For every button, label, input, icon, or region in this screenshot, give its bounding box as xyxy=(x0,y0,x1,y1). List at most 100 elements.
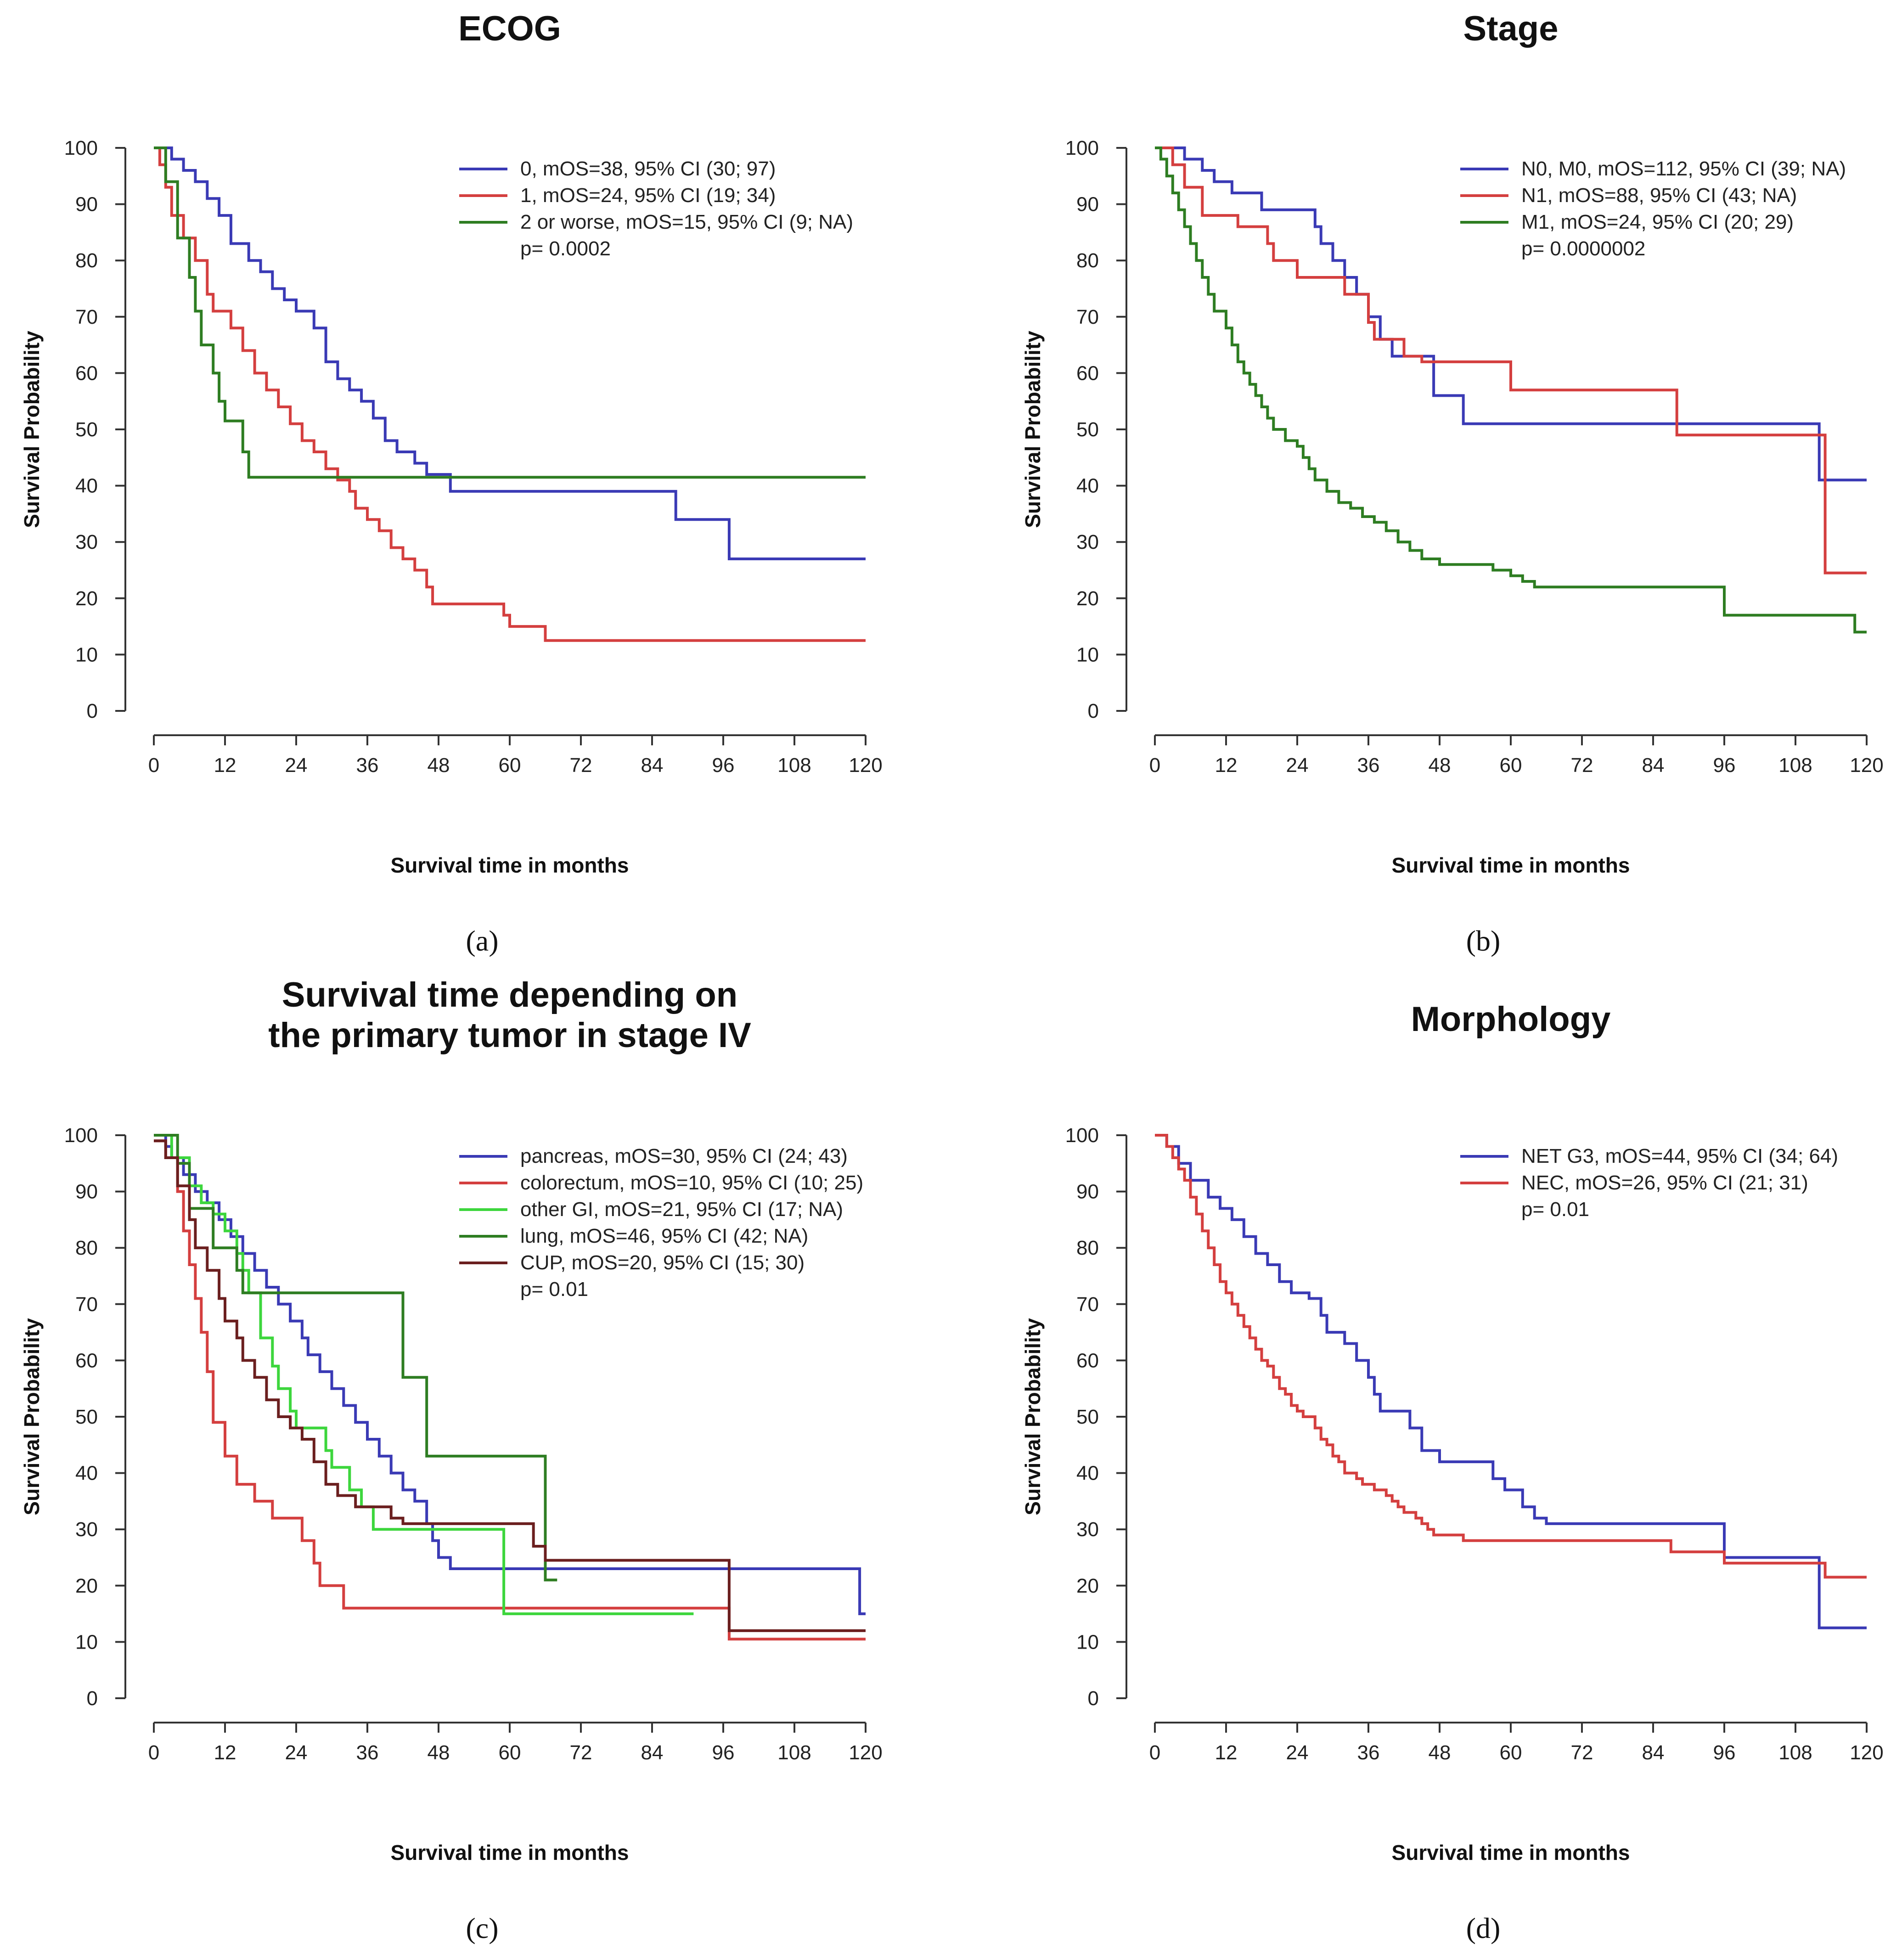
y-tick-label: 20 xyxy=(75,587,98,610)
x-tick-label: 60 xyxy=(1500,1741,1522,1764)
legend-entry-2: 1, mOS=24, 95% CI (19; 34) xyxy=(520,184,776,207)
x-tick-label: 72 xyxy=(1571,754,1593,777)
survival-curve-1 xyxy=(154,1134,866,1616)
y-tick-label: 0 xyxy=(1088,1687,1099,1710)
y-tick-label: 80 xyxy=(75,1237,98,1259)
x-tick-label: 96 xyxy=(1713,1741,1736,1764)
legend-entry-3: M1, mOS=24, 95% CI (20; 29) xyxy=(1521,211,1794,233)
x-tick-label: 60 xyxy=(499,754,521,777)
x-tick-label: 0 xyxy=(148,1741,159,1764)
y-tick-label: 100 xyxy=(64,1124,98,1147)
survival-curve-1 xyxy=(1155,1134,1867,1629)
y-tick-label: 80 xyxy=(75,249,98,272)
chart-title: ECOG xyxy=(458,9,561,48)
y-tick-label: 70 xyxy=(75,306,98,328)
x-tick-label: 84 xyxy=(1642,754,1665,777)
x-tick-label: 36 xyxy=(356,1741,379,1764)
y-tick-label: 10 xyxy=(75,1631,98,1653)
y-tick-label: 60 xyxy=(1076,1349,1099,1372)
legend-entry-3: other GI, mOS=21, 95% CI (17; NA) xyxy=(520,1198,843,1221)
x-tick-label: 108 xyxy=(1778,1741,1812,1764)
chart-title: the primary tumor in stage IV xyxy=(268,1016,751,1055)
y-tick-label: 0 xyxy=(87,1687,98,1710)
y-tick-label: 90 xyxy=(75,193,98,216)
y-tick-label: 60 xyxy=(75,362,98,384)
x-tick-label: 12 xyxy=(1215,1741,1238,1764)
survival-curve-1 xyxy=(1155,146,1867,482)
panel-label: (d) xyxy=(1466,1912,1501,1944)
legend-entry-3: 2 or worse, mOS=15, 95% CI (9; NA) xyxy=(520,211,853,233)
y-tick-label: 60 xyxy=(75,1349,98,1372)
x-tick-label: 120 xyxy=(1850,1741,1883,1764)
x-tick-label: 0 xyxy=(148,754,159,777)
x-tick-label: 24 xyxy=(1286,754,1309,777)
y-tick-label: 90 xyxy=(1076,193,1099,216)
y-tick-label: 30 xyxy=(75,531,98,553)
x-tick-label: 108 xyxy=(1778,754,1812,777)
panel-label: (c) xyxy=(466,1912,498,1944)
legend-entry-4: lung, mOS=46, 95% CI (42; NA) xyxy=(520,1225,808,1247)
y-axis-label: Survival Probability xyxy=(20,331,44,528)
x-tick-label: 72 xyxy=(1571,1741,1593,1764)
y-tick-label: 40 xyxy=(75,475,98,497)
chart-title: Morphology xyxy=(1411,1000,1611,1039)
panel-label: (b) xyxy=(1466,924,1501,957)
y-tick-label: 70 xyxy=(1076,306,1099,328)
x-tick-label: 36 xyxy=(356,754,379,777)
x-tick-label: 96 xyxy=(712,754,735,777)
x-tick-label: 96 xyxy=(712,1741,735,1764)
legend-entry-5: CUP, mOS=20, 95% CI (15; 30) xyxy=(520,1251,805,1274)
x-tick-label: 0 xyxy=(1149,1741,1160,1764)
x-tick-label: 108 xyxy=(777,754,811,777)
x-tick-label: 120 xyxy=(849,754,882,777)
x-tick-label: 84 xyxy=(641,754,664,777)
survival-curve-5 xyxy=(154,1139,866,1632)
x-tick-label: 84 xyxy=(1642,1741,1665,1764)
x-tick-label: 24 xyxy=(285,754,308,777)
x-tick-label: 96 xyxy=(1713,754,1736,777)
y-tick-label: 90 xyxy=(75,1181,98,1203)
y-tick-label: 60 xyxy=(1076,362,1099,384)
x-tick-label: 108 xyxy=(777,1741,811,1764)
x-tick-label: 36 xyxy=(1357,754,1380,777)
y-tick-label: 30 xyxy=(1076,531,1099,553)
y-tick-label: 50 xyxy=(1076,418,1099,441)
y-tick-label: 30 xyxy=(75,1518,98,1541)
x-axis-label: Survival time in months xyxy=(391,1841,629,1864)
panel-label: (a) xyxy=(466,924,498,957)
x-tick-label: 48 xyxy=(428,1741,450,1764)
y-tick-label: 10 xyxy=(1076,1631,1099,1653)
survival-curve-2 xyxy=(1155,146,1867,574)
chart-panel-1: ECOG 0 10 20 30 40 50 60 70 80 90 100 0 12 24 36 48 60 72 8… xyxy=(20,9,883,957)
legend-entry-2: N1, mOS=88, 95% CI (43; NA) xyxy=(1521,184,1797,207)
legend-entry-1: pancreas, mOS=30, 95% CI (24; 43) xyxy=(520,1145,848,1167)
x-tick-label: 0 xyxy=(1149,754,1160,777)
y-tick-label: 70 xyxy=(1076,1293,1099,1316)
y-axis-label: Survival Probability xyxy=(1021,1318,1045,1515)
x-tick-label: 48 xyxy=(1429,754,1451,777)
survival-curve-2 xyxy=(154,146,866,642)
legend-p-value: p= 0.01 xyxy=(520,1278,588,1301)
y-tick-label: 20 xyxy=(1076,1575,1099,1597)
x-tick-label: 120 xyxy=(1850,754,1883,777)
y-tick-label: 20 xyxy=(1076,587,1099,610)
x-tick-label: 24 xyxy=(1286,1741,1309,1764)
y-axis-label: Survival Probability xyxy=(1021,331,1045,528)
y-tick-label: 100 xyxy=(1065,1124,1099,1147)
x-tick-label: 36 xyxy=(1357,1741,1380,1764)
y-tick-label: 10 xyxy=(1076,643,1099,666)
y-tick-label: 50 xyxy=(75,1406,98,1428)
y-tick-label: 40 xyxy=(1076,1462,1099,1485)
y-axis-label: Survival Probability xyxy=(20,1318,44,1515)
x-axis-label: Survival time in months xyxy=(391,853,629,877)
chart-panel-4: Morphology 0 10 20 30 40 50 60 70 80 90 100 0 12 24 36 4… xyxy=(1021,1000,1884,1944)
x-tick-label: 72 xyxy=(570,754,592,777)
x-tick-label: 24 xyxy=(285,1741,308,1764)
y-tick-label: 80 xyxy=(1076,1237,1099,1259)
legend-p-value: p= 0.01 xyxy=(1521,1198,1589,1221)
legend-p-value: p= 0.0002 xyxy=(520,237,611,260)
x-tick-label: 60 xyxy=(1500,754,1522,777)
y-tick-label: 0 xyxy=(87,700,98,722)
